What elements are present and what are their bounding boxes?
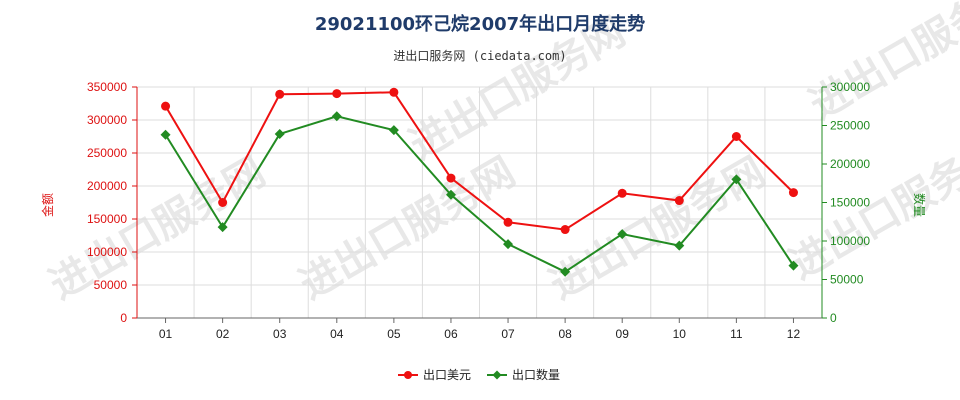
legend-marker-diamond bbox=[492, 370, 502, 380]
data-point-circle bbox=[617, 188, 627, 198]
y-right-tick-label: 300000 bbox=[830, 80, 870, 94]
data-point-circle bbox=[446, 173, 456, 183]
legend-label[interactable]: 出口美元 bbox=[423, 368, 471, 382]
x-tick-label: 07 bbox=[501, 327, 515, 341]
data-point-circle bbox=[560, 225, 570, 235]
data-point-diamond bbox=[503, 239, 514, 250]
legend-label[interactable]: 出口数量 bbox=[512, 367, 560, 382]
y-right-tick-label: 0 bbox=[830, 311, 837, 325]
y-right-tick-label: 250000 bbox=[830, 119, 870, 133]
data-point-diamond bbox=[674, 240, 685, 251]
legend[interactable]: 出口美元 出口数量 bbox=[398, 367, 560, 382]
data-point-diamond bbox=[388, 125, 399, 136]
data-point-circle bbox=[218, 198, 228, 207]
y-left-tick-label: 300000 bbox=[87, 113, 127, 127]
data-point-diamond bbox=[788, 260, 799, 271]
y-axis-left-label: 金额 bbox=[40, 193, 55, 217]
x-tick-label: 02 bbox=[216, 327, 230, 341]
data-point-circle bbox=[161, 101, 171, 111]
data-point-diamond bbox=[560, 266, 571, 277]
y-left-tick-label: 350000 bbox=[87, 80, 127, 94]
data-point-circle bbox=[674, 196, 684, 206]
y-left-tick-label: 200000 bbox=[87, 179, 127, 193]
tick-labels: 0 50000 100000 150000 200000 250000 300000 3500… bbox=[87, 80, 870, 341]
data-point-circle bbox=[389, 87, 399, 97]
series-line bbox=[164, 115, 795, 273]
x-tick-label: 10 bbox=[673, 327, 687, 341]
x-tick-label: 06 bbox=[444, 327, 458, 341]
data-point-diamond bbox=[217, 222, 228, 233]
y-left-tick-label: 250000 bbox=[87, 146, 127, 160]
data-point-diamond bbox=[274, 128, 285, 139]
y-left-tick-label: 0 bbox=[120, 311, 127, 325]
y-right-tick-label: 50000 bbox=[830, 273, 864, 287]
x-tick-label: 05 bbox=[387, 327, 401, 341]
x-tick-label: 11 bbox=[730, 327, 743, 341]
y-right-tick-label: 200000 bbox=[830, 157, 870, 171]
chart-subtitle: 进出口服务网 (ciedata.com) bbox=[393, 48, 566, 63]
x-tick-label: 12 bbox=[787, 327, 801, 341]
y-left-tick-label: 150000 bbox=[87, 212, 127, 226]
data-point-circle bbox=[332, 89, 342, 99]
y-axis-right-label: 数量 bbox=[912, 193, 927, 217]
x-tick-label: 01 bbox=[159, 327, 173, 341]
x-tick-label: 04 bbox=[330, 327, 344, 341]
data-point-diamond bbox=[617, 229, 628, 240]
x-tick-label: 09 bbox=[616, 327, 630, 341]
y-right-tick-label: 100000 bbox=[830, 234, 870, 248]
legend-marker-circle bbox=[404, 371, 412, 379]
y-right-tick-label: 150000 bbox=[830, 196, 870, 210]
data-point-diamond bbox=[331, 111, 342, 122]
y-left-tick-label: 100000 bbox=[87, 245, 127, 259]
data-point-circle bbox=[788, 188, 798, 198]
data-point-diamond bbox=[160, 129, 171, 140]
y-left-tick-label: 50000 bbox=[94, 278, 128, 292]
data-point-circle bbox=[503, 217, 513, 227]
data-point-diamond bbox=[731, 174, 742, 185]
x-tick-label: 03 bbox=[273, 327, 287, 341]
data-point-circle bbox=[731, 132, 741, 141]
data-point-circle bbox=[275, 89, 285, 99]
chart-title: 29021100环己烷2007年出口月度走势 bbox=[315, 13, 645, 35]
watermark-text: 进出口服务网 bbox=[802, 0, 960, 129]
series-line bbox=[164, 91, 795, 231]
data-point-diamond bbox=[445, 189, 456, 200]
series-layer bbox=[160, 87, 799, 277]
x-tick-label: 08 bbox=[558, 327, 572, 341]
